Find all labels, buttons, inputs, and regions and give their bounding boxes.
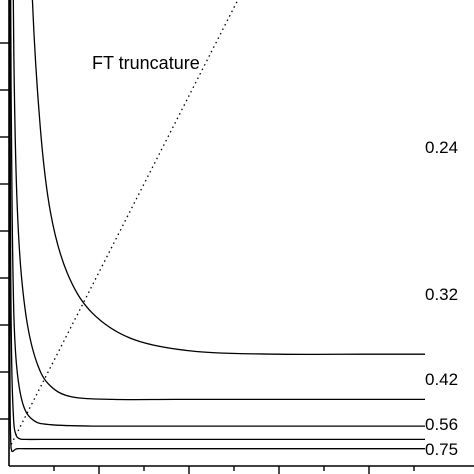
series-label-1: 0.32 [425,285,458,304]
series-line-0 [31,0,425,356]
y-ticks [0,42,9,420]
series-label-3: 0.56 [425,415,458,434]
series-line-3 [9,0,425,441]
annotation-ft-truncature: FT truncature [92,53,200,73]
ft-truncature-line [9,0,239,449]
x-ticks [53,466,415,474]
label-layer: FT truncature 0.24 0.32 0.42 0.56 0.75 [92,53,458,459]
series-label-4: 0.75 [425,440,458,459]
series-layer [9,0,425,453]
series-line-4 [9,133,425,453]
series-label-2: 0.42 [425,370,458,389]
series-label-0: 0.24 [425,138,458,157]
series-line-1 [12,0,425,401]
series-line-2 [10,0,425,427]
